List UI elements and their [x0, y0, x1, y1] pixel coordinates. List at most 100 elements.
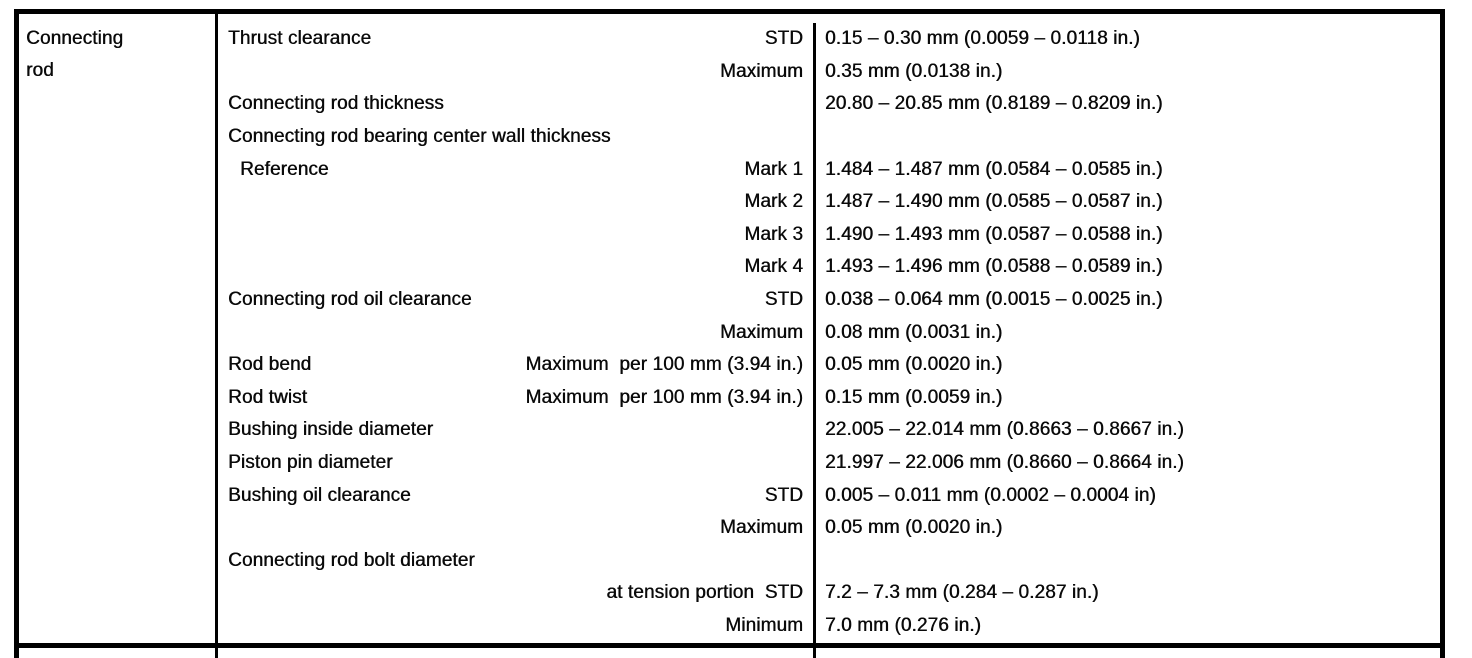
spec-value: 0.005 – 0.011 mm (0.0002 – 0.0004 in) [825, 484, 1156, 506]
spec-item-label: Bushing inside diameter [228, 419, 434, 441]
spec-qualifier-label: Maximum [719, 60, 803, 82]
table-row: Maximum 0.08 mm (0.0031 in.) [218, 316, 1440, 349]
table-row: Rod bend Maximum per 100 mm (3.94 in.) 0.0… [218, 348, 1440, 382]
spec-item-label: Rod twist [228, 386, 308, 408]
table-row: Connecting rod thickness 20.80 – 20.85 mm… [218, 88, 1440, 121]
spec-value: 21.997 – 22.006 mm (0.8660 – 0.8664 in.) [825, 452, 1184, 474]
table-row: Maximum 0.05 mm (0.0020 in.) [218, 511, 1440, 545]
spec-value-cell: 1.490 – 1.493 mm (0.0587 – 0.0588 in.) [813, 218, 1440, 252]
spec-value-cell [813, 120, 1440, 154]
spec-qualifier-label: Minimum [725, 614, 803, 636]
spec-qualifier-label: STD [764, 484, 803, 506]
table-row: Rod twist Maximum per 100 mm (3.94 in.) 0.… [218, 381, 1440, 415]
section-label-cell: Connecting rod [19, 14, 218, 658]
table-row: Connecting rod oil clearance STD 0.038 – 0… [218, 283, 1440, 317]
spec-item-label: Thrust clearance [228, 28, 372, 50]
spec-value-cell: 0.05 mm (0.0020 in.) [813, 511, 1440, 545]
spec-value: 0.05 mm (0.0020 in.) [825, 517, 1003, 539]
spec-qualifier-label: at tension portion STD [606, 582, 803, 604]
section-divider-line [14, 643, 1445, 648]
table-row: Mark 4 1.493 – 1.496 mm (0.0588 – 0.0589 … [218, 251, 1440, 284]
spec-item-cell: Connecting rod thickness [218, 88, 813, 121]
spec-item-label: Connecting rod bearing center wall thick… [228, 126, 611, 148]
table-row: Bushing oil clearance STD 0.005 – 0.011 mm… [218, 479, 1440, 512]
spec-qualifier-label: Mark 3 [744, 223, 803, 245]
spec-value-cell: 21.997 – 22.006 mm (0.8660 – 0.8664 in.) [813, 446, 1440, 480]
spec-qualifier-label: Maximum per 100 mm (3.94 in.) [525, 386, 803, 408]
spec-value-cell: 0.05 mm (0.0020 in.) [813, 348, 1440, 382]
table-row: Connecting rod bolt diameter [218, 544, 1440, 578]
spec-item-cell: Thrust clearance STD [218, 23, 813, 56]
spec-item-cell: Mark 3 [218, 219, 813, 252]
table-row: Thrust clearance STD 0.15 – 0.30 mm (0.005… [218, 23, 1440, 56]
spec-item-cell: Maximum [218, 512, 813, 545]
spec-value: 1.484 – 1.487 mm (0.0584 – 0.0585 in.) [825, 158, 1163, 180]
spec-item-label: Reference [240, 158, 329, 180]
spec-value-cell: 7.2 – 7.3 mm (0.284 – 0.287 in.) [813, 577, 1440, 610]
spec-value: 1.493 – 1.496 mm (0.0588 – 0.0589 in.) [825, 256, 1163, 278]
table-row: Mark 3 1.490 – 1.493 mm (0.0587 – 0.0588 … [218, 218, 1440, 252]
spec-item-cell: Rod bend Maximum per 100 mm (3.94 in.) [218, 349, 813, 382]
table-row: Bushing inside diameter 22.005 – 22.014 m… [218, 414, 1440, 447]
spec-item-cell: Bushing inside diameter [218, 414, 813, 447]
spec-item-cell: Connecting rod bearing center wall thick… [218, 121, 813, 154]
spec-value: 7.0 mm (0.276 in.) [825, 614, 981, 636]
spec-item-cell: Maximum [218, 56, 813, 89]
table-row: Minimum 7.0 mm (0.276 in.) [218, 609, 1440, 643]
spec-item-label: Connecting rod thickness [228, 93, 444, 115]
spec-item-label: Connecting rod bolt diameter [228, 549, 475, 571]
spec-value-cell: 1.487 – 1.490 mm (0.0585 – 0.0587 in.) [813, 185, 1440, 219]
spec-value: 20.80 – 20.85 mm (0.8189 – 0.8209 in.) [825, 93, 1163, 115]
spec-value: 0.35 mm (0.0138 in.) [825, 60, 1003, 82]
spec-value: 1.487 – 1.490 mm (0.0585 – 0.0587 in.) [825, 191, 1163, 213]
spec-qualifier-label: Mark 4 [744, 256, 803, 278]
table-row: Connecting rod bearing center wall thick… [218, 120, 1440, 154]
spec-qualifier-label: Mark 1 [744, 158, 803, 180]
spec-item-cell: Mark 4 [218, 251, 813, 284]
spec-value-cell: 1.493 – 1.496 mm (0.0588 – 0.0589 in.) [813, 251, 1440, 284]
spec-item-cell: Piston pin diameter [218, 447, 813, 480]
spec-qualifier-label: Mark 2 [744, 191, 803, 213]
section-label-line-1: Connecting [26, 28, 124, 49]
spec-value: 0.15 mm (0.0059 in.) [825, 386, 1003, 408]
spec-value-cell: 0.15 mm (0.0059 in.) [813, 381, 1440, 415]
spec-item-cell: Reference Mark 1 [218, 153, 813, 186]
spec-value-cell: 0.005 – 0.011 mm (0.0002 – 0.0004 in) [813, 479, 1440, 512]
spec-qualifier-label: Maximum [719, 321, 803, 343]
table-row: Maximum 0.35 mm (0.0138 in.) [218, 55, 1440, 89]
spec-value-cell: 20.80 – 20.85 mm (0.8189 – 0.8209 in.) [813, 88, 1440, 121]
next-row-value [813, 642, 1440, 658]
spec-value: 22.005 – 22.014 mm (0.8663 – 0.8667 in.) [825, 419, 1184, 441]
spec-value: 7.2 – 7.3 mm (0.284 – 0.287 in.) [825, 582, 1099, 604]
spec-item-cell: Connecting rod bolt diameter [218, 545, 813, 578]
spec-item-cell: Maximum [218, 316, 813, 349]
spec-rows: Thrust clearance STD 0.15 – 0.30 mm (0.005… [218, 14, 1440, 658]
table-row: Piston pin diameter 21.997 – 22.006 mm (0… [218, 446, 1440, 480]
spec-qualifier-label: STD [764, 289, 803, 311]
spec-value-cell: 0.038 – 0.064 mm (0.0015 – 0.0025 in.) [813, 283, 1440, 317]
spec-item-label: Bushing oil clearance [228, 484, 411, 506]
spec-item-label: Piston pin diameter [228, 452, 393, 474]
spec-value-cell: 0.15 – 0.30 mm (0.0059 – 0.0118 in.) [813, 23, 1440, 56]
spec-value: 0.15 – 0.30 mm (0.0059 – 0.0118 in.) [825, 28, 1140, 50]
section-label-line-2: rod [26, 60, 54, 81]
spec-qualifier-label: Maximum per 100 mm (3.94 in.) [525, 354, 803, 376]
spec-qualifier-label: STD [764, 28, 803, 50]
spec-value: 0.038 – 0.064 mm (0.0015 – 0.0025 in.) [825, 289, 1163, 311]
spec-value-cell: 0.35 mm (0.0138 in.) [813, 55, 1440, 89]
spec-value: 0.08 mm (0.0031 in.) [825, 321, 1003, 343]
spec-value-cell [813, 544, 1440, 578]
spec-item-label: Rod bend [228, 354, 312, 376]
next-row-partial [218, 642, 1440, 658]
spec-item-cell: Connecting rod oil clearance STD [218, 284, 813, 317]
spec-item-cell: Mark 2 [218, 186, 813, 219]
spec-value: 1.490 – 1.493 mm (0.0587 – 0.0588 in.) [825, 223, 1163, 245]
table-row: Mark 2 1.487 – 1.490 mm (0.0585 – 0.0587 … [218, 185, 1440, 219]
spec-qualifier-label: Maximum [719, 517, 803, 539]
spec-value-cell: 22.005 – 22.014 mm (0.8663 – 0.8667 in.) [813, 414, 1440, 447]
spec-item-cell: Bushing oil clearance STD [218, 479, 813, 512]
spec-item-cell: Rod twist Maximum per 100 mm (3.94 in.) [218, 382, 813, 415]
spec-value-cell: 0.08 mm (0.0031 in.) [813, 316, 1440, 349]
table-row: Reference Mark 1 1.484 – 1.487 mm (0.0584 … [218, 153, 1440, 186]
